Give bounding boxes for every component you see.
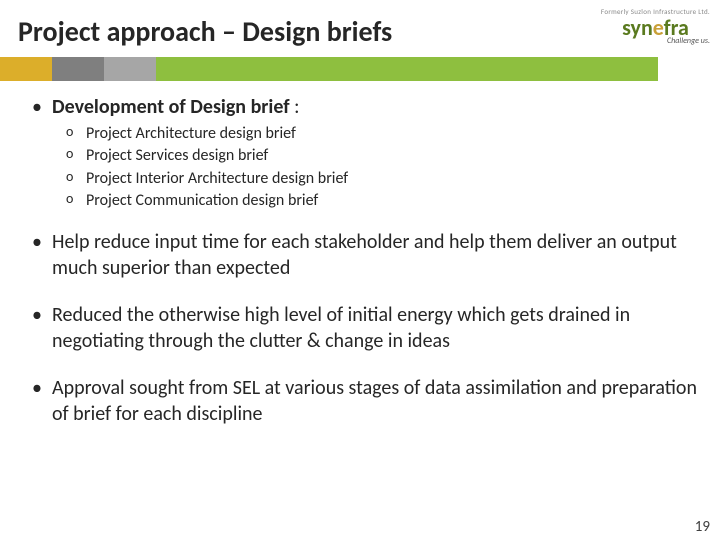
- sub-bullet-list: Project Architecture design brief Projec…: [52, 123, 698, 212]
- accent-block-grey-light: [104, 57, 156, 81]
- sub-bullet-item: Project Interior Architecture design bri…: [66, 168, 698, 190]
- accent-block-gold: [0, 57, 52, 81]
- main-bullet-list: Development of Design brief : Project Ar…: [30, 95, 698, 428]
- logo-part-pre: syn: [622, 14, 653, 41]
- bullet-help-reduce: Help reduce input time for each stakehol…: [30, 230, 698, 281]
- bullet-reduced-energy: Reduced the otherwise high level of init…: [30, 303, 698, 354]
- accent-block-green: [156, 57, 658, 81]
- bullet-development: Development of Design brief : Project Ar…: [30, 95, 698, 212]
- sub-bullet-item: Project Services design brief: [66, 145, 698, 167]
- bullet-development-colon: :: [290, 95, 300, 119]
- bullet-development-label: Development of Design brief: [52, 95, 290, 119]
- bullet-approval: Approval sought from SEL at various stag…: [30, 376, 698, 427]
- slide-header: Project approach – Design briefs Formerl…: [0, 0, 728, 57]
- page-number: 19: [695, 518, 710, 536]
- company-logo: Formerly Suzlon Infrastructure Ltd. syne…: [601, 8, 710, 45]
- accent-bar: [0, 57, 728, 81]
- slide-body: Development of Design brief : Project Ar…: [0, 91, 728, 428]
- accent-block-gap: [658, 57, 728, 81]
- sub-bullet-item: Project Architecture design brief: [66, 123, 698, 145]
- accent-block-grey-dark: [52, 57, 104, 81]
- logo-part-mid: e: [653, 14, 664, 41]
- sub-bullet-item: Project Communication design brief: [66, 190, 698, 212]
